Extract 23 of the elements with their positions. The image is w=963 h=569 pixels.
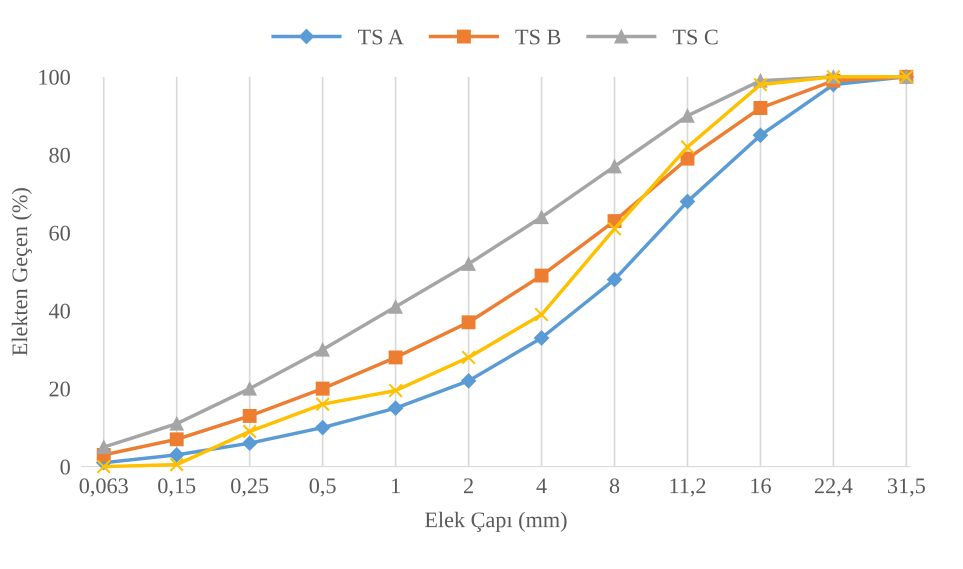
x-tick-label: 0,063 [80,478,128,497]
x-tick-label: 0,15 [158,478,196,497]
legend-label: TS C [672,30,718,45]
y-tick-label: 80 [49,148,70,163]
y-tick-label: 100 [39,70,70,85]
y-axis-title: Elekten Geçen (%) [12,188,32,356]
x-tick-label: 22,4 [814,478,853,497]
x-tick-label: 31,5 [888,478,925,497]
x-tick-label: 4 [536,478,547,494]
x-tick-label: 2 [464,478,473,494]
y-tick-label: 60 [49,226,70,241]
x-tick-label: 16 [751,478,771,494]
x-tick-label: 0,25 [231,478,268,497]
x-tick-label: 1 [392,478,400,494]
x-tick-label: 8 [610,478,620,494]
x-tick-label: 11,2 [670,478,706,497]
legend-label: TS A [358,30,404,45]
y-tick-label: 40 [48,304,70,319]
legend-label: TS B [515,30,560,45]
x-axis-title: Elek Çapı (mm) [424,512,567,532]
x-tick-label: 0,5 [310,478,336,497]
y-tick-label: 0 [60,460,70,475]
y-tick-label: 20 [49,382,70,397]
